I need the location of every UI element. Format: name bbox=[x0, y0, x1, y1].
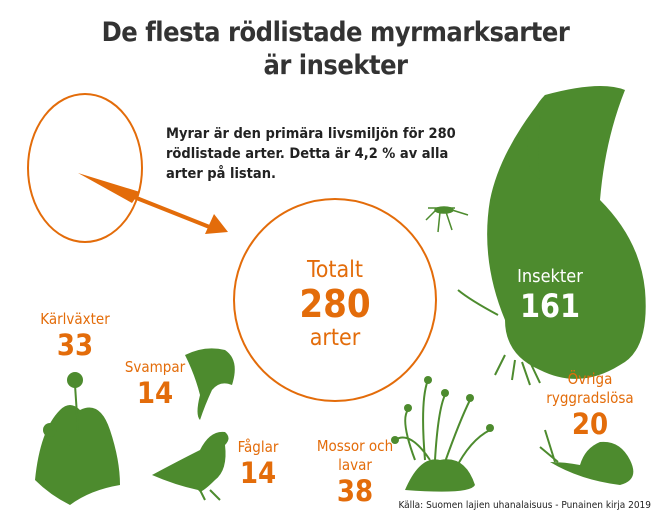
source-note: Källa: Suomen lajien uhanalaisuus - Puna… bbox=[398, 500, 651, 511]
title-line-2: är insekter bbox=[263, 50, 408, 81]
butterfly-icon bbox=[457, 86, 646, 386]
category-label: Övriga ryggradslösa bbox=[546, 370, 634, 407]
category-value: 33 bbox=[56, 328, 94, 362]
category-label: Mossor och lavar bbox=[316, 437, 394, 474]
category-label: Svampar bbox=[124, 358, 186, 376]
category-insekter: Insekter 161 bbox=[495, 266, 605, 324]
intro-text: Myrar är den primära livsmiljön för 280 … bbox=[166, 126, 456, 182]
page-title: De flesta rödlistade myrmarksarter är in… bbox=[0, 16, 671, 82]
category-karlvaxter: Kärlväxter 33 bbox=[25, 310, 125, 361]
category-label: Kärlväxter bbox=[40, 310, 110, 328]
chanterelle-icon bbox=[185, 348, 235, 420]
category-value: 14 bbox=[136, 376, 174, 410]
total-value: 280 bbox=[299, 282, 371, 326]
snail-icon bbox=[539, 429, 634, 485]
category-value: 38 bbox=[336, 474, 374, 508]
category-mossor: Mossor och lavar 38 bbox=[310, 437, 400, 507]
small-circle bbox=[27, 93, 143, 243]
title-line-1: De flesta rödlistade myrmarksarter bbox=[101, 17, 570, 48]
total-block: Totalt 280 arter bbox=[235, 256, 435, 352]
total-label: Totalt bbox=[306, 257, 364, 283]
grouse-icon bbox=[152, 431, 229, 501]
category-ovriga: Övriga ryggradslösa 20 bbox=[545, 370, 635, 440]
total-circle bbox=[233, 198, 437, 402]
flower-icon bbox=[35, 372, 120, 505]
category-svampar: Svampar 14 bbox=[120, 358, 190, 409]
category-value: 161 bbox=[519, 287, 581, 325]
mosquito-icon bbox=[425, 206, 469, 233]
category-value: 20 bbox=[571, 407, 609, 441]
moss-icon bbox=[391, 376, 494, 492]
category-faglar: Fåglar 14 bbox=[228, 438, 288, 489]
total-unit: arter bbox=[309, 325, 361, 351]
category-label: Insekter bbox=[517, 266, 583, 287]
arrow-icon bbox=[78, 173, 228, 234]
category-label: Fåglar bbox=[237, 438, 279, 456]
category-value: 14 bbox=[239, 456, 277, 490]
